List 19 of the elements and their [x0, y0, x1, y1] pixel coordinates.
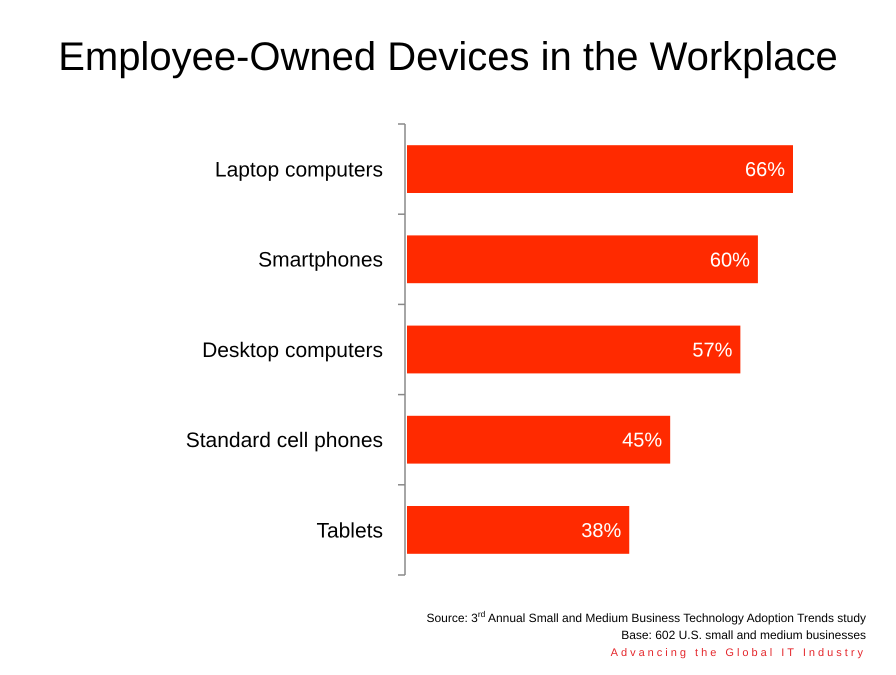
bar — [407, 506, 630, 554]
y-tick-label: Smartphones — [258, 248, 383, 272]
chart-title: Employee-Owned Devices in the Workplace — [58, 35, 838, 79]
y-tick-label: Laptop computers — [214, 158, 383, 182]
data-label: 66% — [744, 159, 786, 182]
text: Advancing the Global IT Industry — [610, 647, 866, 659]
text: Base: 602 U.S. small and medium businesses — [621, 628, 866, 642]
data-label: 60% — [710, 249, 750, 272]
bar — [407, 416, 670, 464]
bar — [407, 235, 758, 284]
data-label: 57% — [692, 340, 733, 362]
y-tick-label: Tablets — [316, 519, 383, 542]
data-label: 45% — [622, 430, 662, 452]
bar — [407, 326, 740, 374]
data-label: 38% — [581, 520, 622, 542]
source-note: Source: 3$^{rd}$ Annual Small and Medium Business Technology Adoption Trends study — [426, 609, 866, 625]
y-tick-label: Desktop computers — [202, 338, 383, 362]
y-tick-label: Standard cell phones — [186, 429, 383, 452]
bar — [407, 145, 793, 194]
